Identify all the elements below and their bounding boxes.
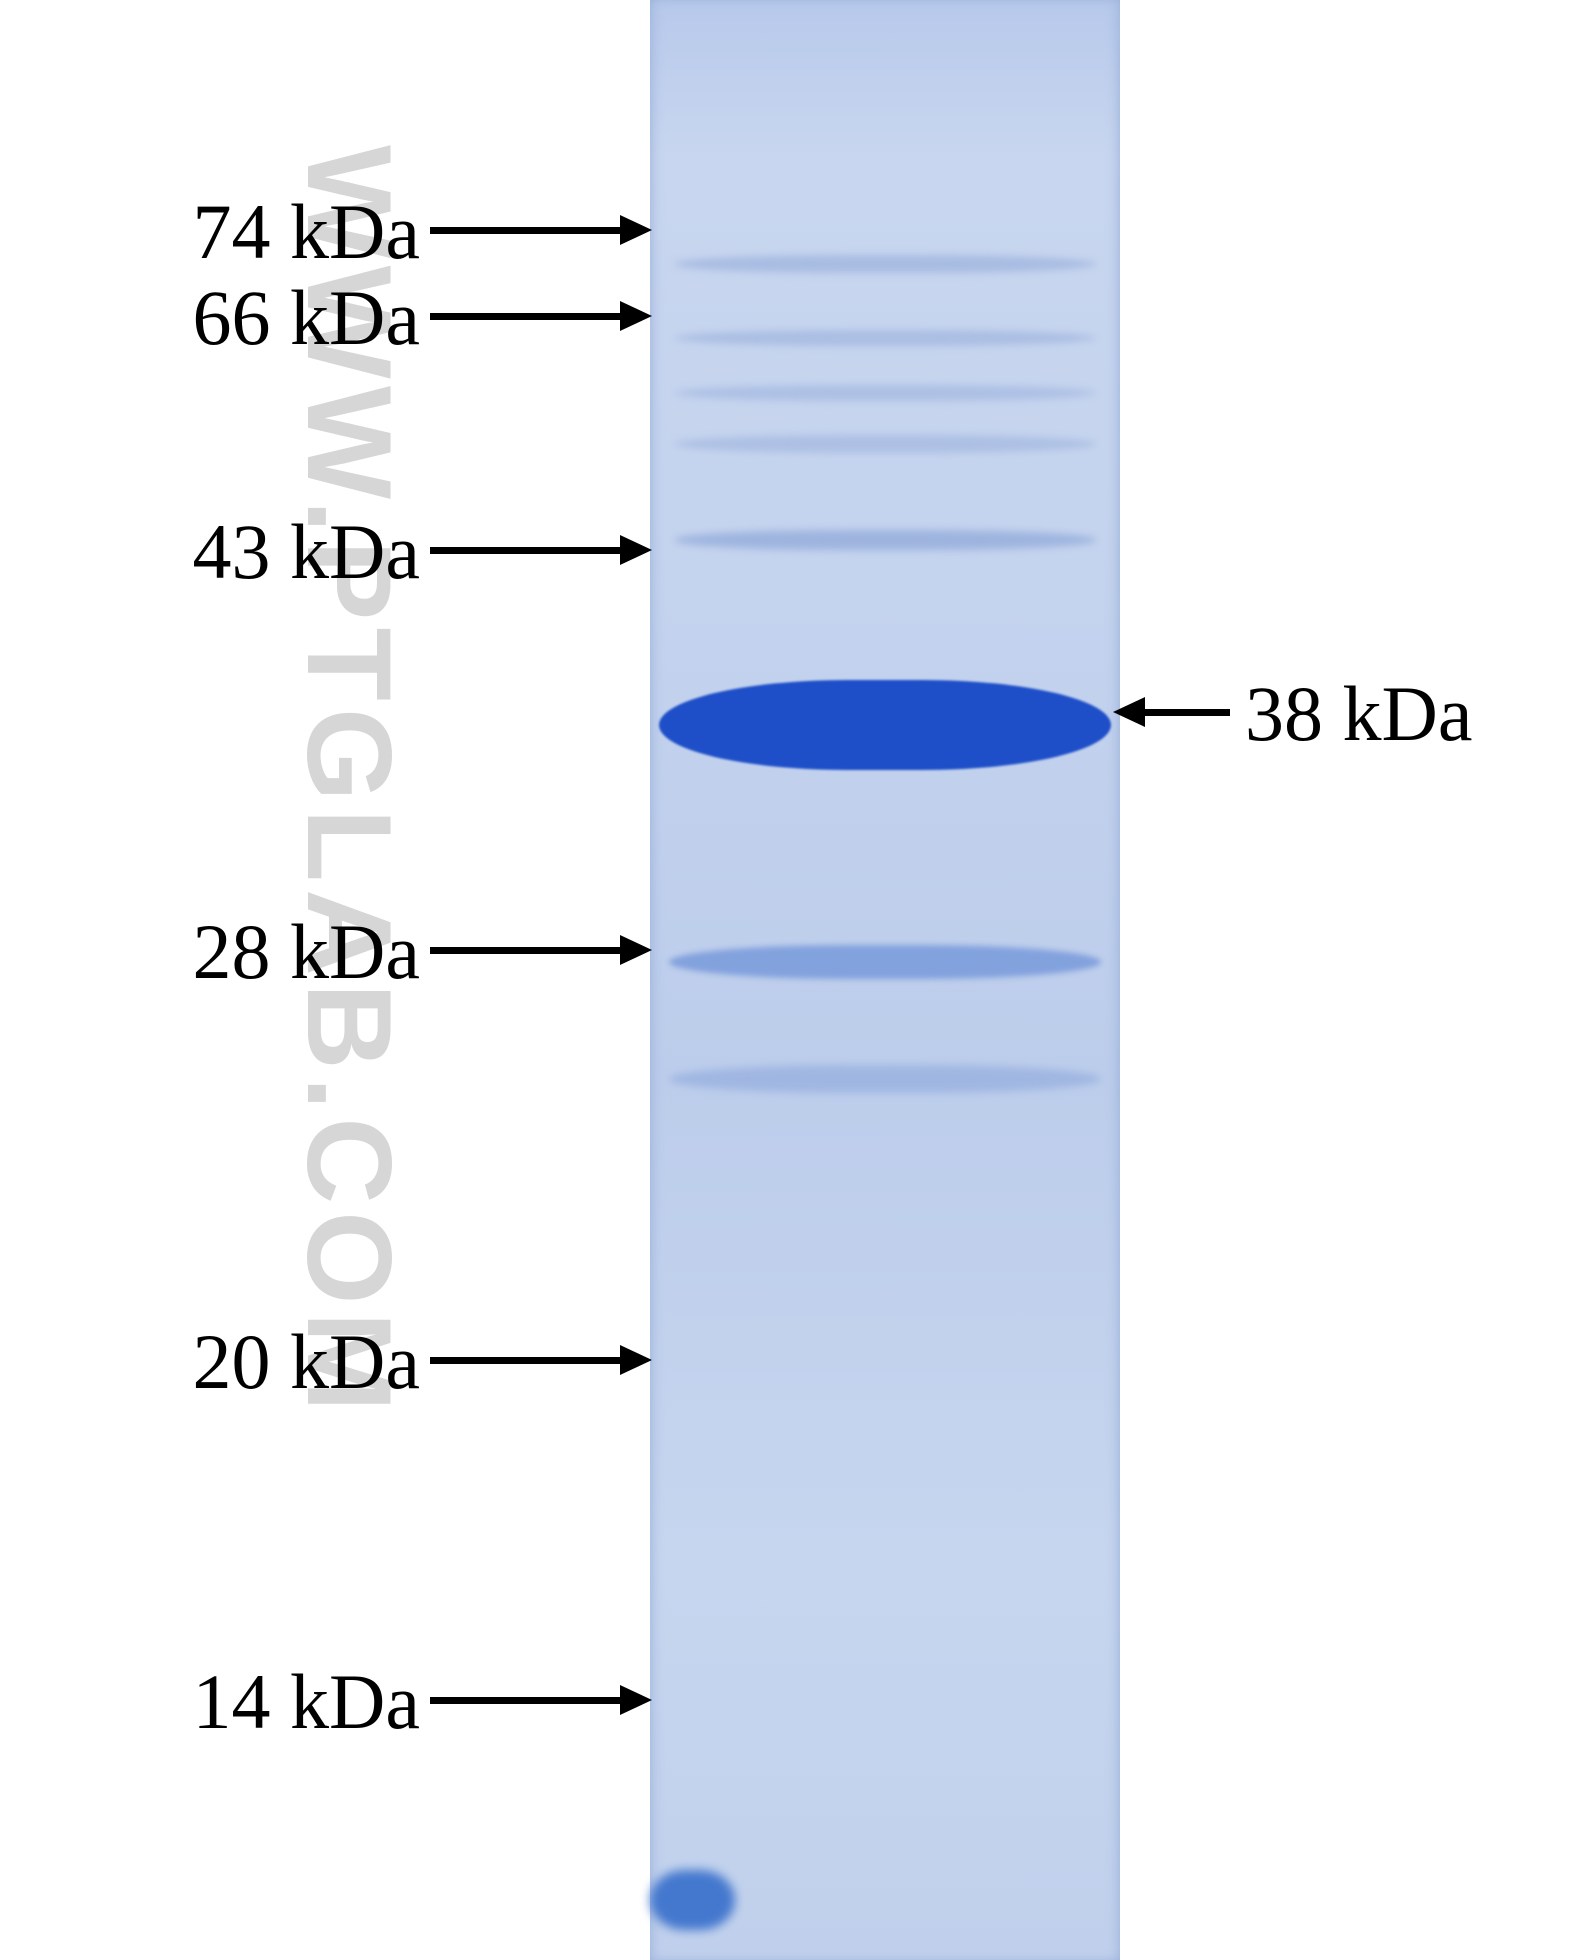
target-band-label: 38 kDa <box>1245 669 1472 759</box>
gel-band <box>674 385 1097 401</box>
gel-band <box>674 255 1097 273</box>
ladder-label-text: 28 kDa <box>193 907 420 997</box>
target-band-label-text: 38 kDa <box>1245 669 1472 759</box>
gel-band <box>674 530 1097 550</box>
gel-band <box>674 435 1097 453</box>
arrow-right-icon <box>430 1685 652 1715</box>
gel-band <box>669 945 1101 979</box>
gel-band <box>669 1065 1101 1093</box>
gel-band <box>659 680 1110 770</box>
ladder-label-text: 66 kDa <box>193 273 420 363</box>
arrow-right-icon <box>430 1345 652 1375</box>
ladder-label: 74 kDa <box>193 187 420 277</box>
ladder-label-text: 20 kDa <box>193 1317 420 1407</box>
gel-band <box>650 1870 735 1930</box>
ladder-label-text: 74 kDa <box>193 187 420 277</box>
arrow-left-icon <box>1113 697 1230 727</box>
ladder-label-text: 14 kDa <box>193 1657 420 1747</box>
ladder-label: 20 kDa <box>193 1317 420 1407</box>
arrow-right-icon <box>430 935 652 965</box>
ladder-label: 14 kDa <box>193 1657 420 1747</box>
ladder-label: 66 kDa <box>193 273 420 363</box>
arrow-right-icon <box>430 301 652 331</box>
ladder-label: 28 kDa <box>193 907 420 997</box>
arrow-right-icon <box>430 535 652 565</box>
gel-lane <box>650 0 1120 1960</box>
arrow-right-icon <box>430 215 652 245</box>
gel-band <box>674 330 1097 346</box>
ladder-label: 43 kDa <box>193 507 420 597</box>
ladder-label-text: 43 kDa <box>193 507 420 597</box>
